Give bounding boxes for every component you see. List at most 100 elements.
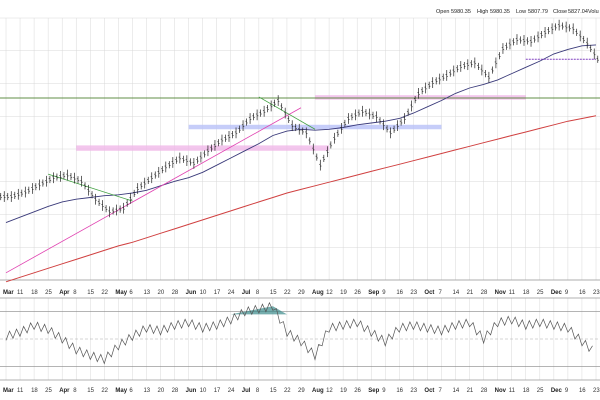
- x-tick-label: 26: [354, 388, 361, 394]
- x-tick-label: Apr: [59, 290, 70, 296]
- x-tick-label: Jul: [242, 388, 251, 394]
- x-tick-label: 14: [453, 388, 460, 394]
- x-tick-label: Aug: [312, 290, 324, 296]
- x-tick-label: 15: [270, 290, 277, 296]
- trendline-green-1: [48, 173, 133, 202]
- x-tick-label: Oct: [424, 290, 434, 296]
- x-tick-label: Jul: [242, 290, 251, 296]
- x-tick-label: 12: [326, 388, 333, 394]
- x-tick-label: 18: [31, 290, 38, 296]
- x-tick-label: Mar: [3, 290, 14, 296]
- x-tick-label: 22: [101, 290, 108, 296]
- x-tick-label: Dec: [551, 290, 563, 296]
- x-tick-label: 8: [256, 388, 260, 394]
- x-tick-label: 19: [340, 290, 347, 296]
- x-tick-label: Oct: [424, 388, 434, 394]
- x-tick-label: 16: [579, 388, 586, 394]
- x-tick-label: Apr: [59, 388, 70, 394]
- x-tick-label: 22: [101, 388, 108, 394]
- x-tick-label: 25: [537, 388, 544, 394]
- x-tick-label: 13: [143, 290, 150, 296]
- low-label: Low: [516, 9, 526, 15]
- x-tick-label: 15: [87, 290, 94, 296]
- x-tick-label: 17: [214, 290, 221, 296]
- x-tick-label: 8: [73, 290, 77, 296]
- x-tick-label: 13: [143, 388, 150, 394]
- x-tick-label: Nov: [495, 388, 507, 394]
- trendline-green-2: [258, 96, 316, 130]
- x-tick-label: 10: [200, 290, 207, 296]
- x-tick-label: 19: [340, 388, 347, 394]
- x-tick-label: 12: [326, 290, 333, 296]
- momentum-x-axis: Mar 11 18 25 Apr 8 15 22 May 6 13 20 28 Jun 10 17 24 Jul 8…: [3, 388, 600, 394]
- x-tick-label: 24: [228, 388, 235, 394]
- x-tick-label: 17: [214, 388, 221, 394]
- x-tick-label: 28: [481, 388, 488, 394]
- x-tick-label: 23: [410, 290, 417, 296]
- x-tick-label: 25: [45, 388, 52, 394]
- x-tick-label: 15: [270, 388, 277, 394]
- x-tick-label: May: [115, 388, 127, 394]
- x-tick-label: Mar: [3, 388, 14, 394]
- x-tick-label: Jun: [186, 290, 197, 296]
- volume-label: Volu: [588, 9, 599, 15]
- x-tick-label: Nov: [495, 290, 507, 296]
- x-tick-label: 24: [228, 290, 235, 296]
- x-tick-label: 14: [453, 290, 460, 296]
- price-band: [188, 124, 442, 130]
- x-tick-label: 9: [382, 290, 386, 296]
- x-tick-label: 23: [593, 388, 600, 394]
- x-tick-label: 28: [172, 388, 179, 394]
- x-tick-label: 11: [17, 290, 24, 296]
- high-value: 5980.35: [490, 9, 510, 15]
- x-tick-label: Sep: [368, 290, 379, 296]
- x-tick-label: 29: [298, 290, 305, 296]
- x-tick-label: 9: [565, 290, 569, 296]
- x-tick-label: 29: [298, 388, 305, 394]
- x-tick-label: May: [115, 290, 127, 296]
- x-tick-label: 6: [129, 388, 133, 394]
- price-band: [315, 95, 526, 100]
- series-ma-short: [5, 44, 597, 224]
- x-tick-label: 25: [537, 290, 544, 296]
- x-tick-label: 20: [158, 290, 165, 296]
- x-tick-label: 18: [523, 388, 530, 394]
- series-oscillator: [5, 301, 593, 365]
- x-tick-label: 25: [45, 290, 52, 296]
- x-tick-label: 21: [467, 388, 474, 394]
- ohlc-header: Open 5980.35 High 5980.35 Low 5807.79 Cl…: [436, 9, 599, 15]
- x-tick-label: 22: [284, 290, 291, 296]
- x-tick-label: 7: [438, 388, 442, 394]
- x-tick-label: 9: [382, 388, 386, 394]
- x-tick-label: 9: [565, 388, 569, 394]
- price-band: [76, 145, 330, 151]
- x-tick-label: Sep: [368, 388, 379, 394]
- close-label: Close: [553, 9, 567, 15]
- x-tick-label: 15: [87, 388, 94, 394]
- x-tick-label: 11: [509, 290, 516, 296]
- x-tick-label: 20: [158, 388, 165, 394]
- series-ma-long: [5, 115, 597, 283]
- x-tick-label: 6: [129, 290, 133, 296]
- x-tick-label: 22: [284, 388, 291, 394]
- x-tick-label: 28: [172, 290, 179, 296]
- x-tick-label: 16: [396, 388, 403, 394]
- trendline-pink: [5, 107, 302, 274]
- x-tick-label: 7: [438, 290, 442, 296]
- x-tick-label: 26: [354, 290, 361, 296]
- open-label: Open: [436, 9, 449, 15]
- close-value: 5827.04: [568, 9, 588, 15]
- x-tick-label: 18: [31, 388, 38, 394]
- x-tick-label: 8: [73, 388, 77, 394]
- x-tick-label: 23: [410, 388, 417, 394]
- x-tick-label: 11: [509, 388, 516, 394]
- x-tick-label: Dec: [551, 388, 563, 394]
- x-tick-label: 18: [523, 290, 530, 296]
- x-tick-label: Aug: [312, 388, 324, 394]
- x-tick-label: 28: [481, 290, 488, 296]
- x-tick-label: 16: [396, 290, 403, 296]
- momentum-overbought-fill: [230, 306, 287, 315]
- x-tick-label: 8: [256, 290, 260, 296]
- high-label: High: [477, 9, 488, 15]
